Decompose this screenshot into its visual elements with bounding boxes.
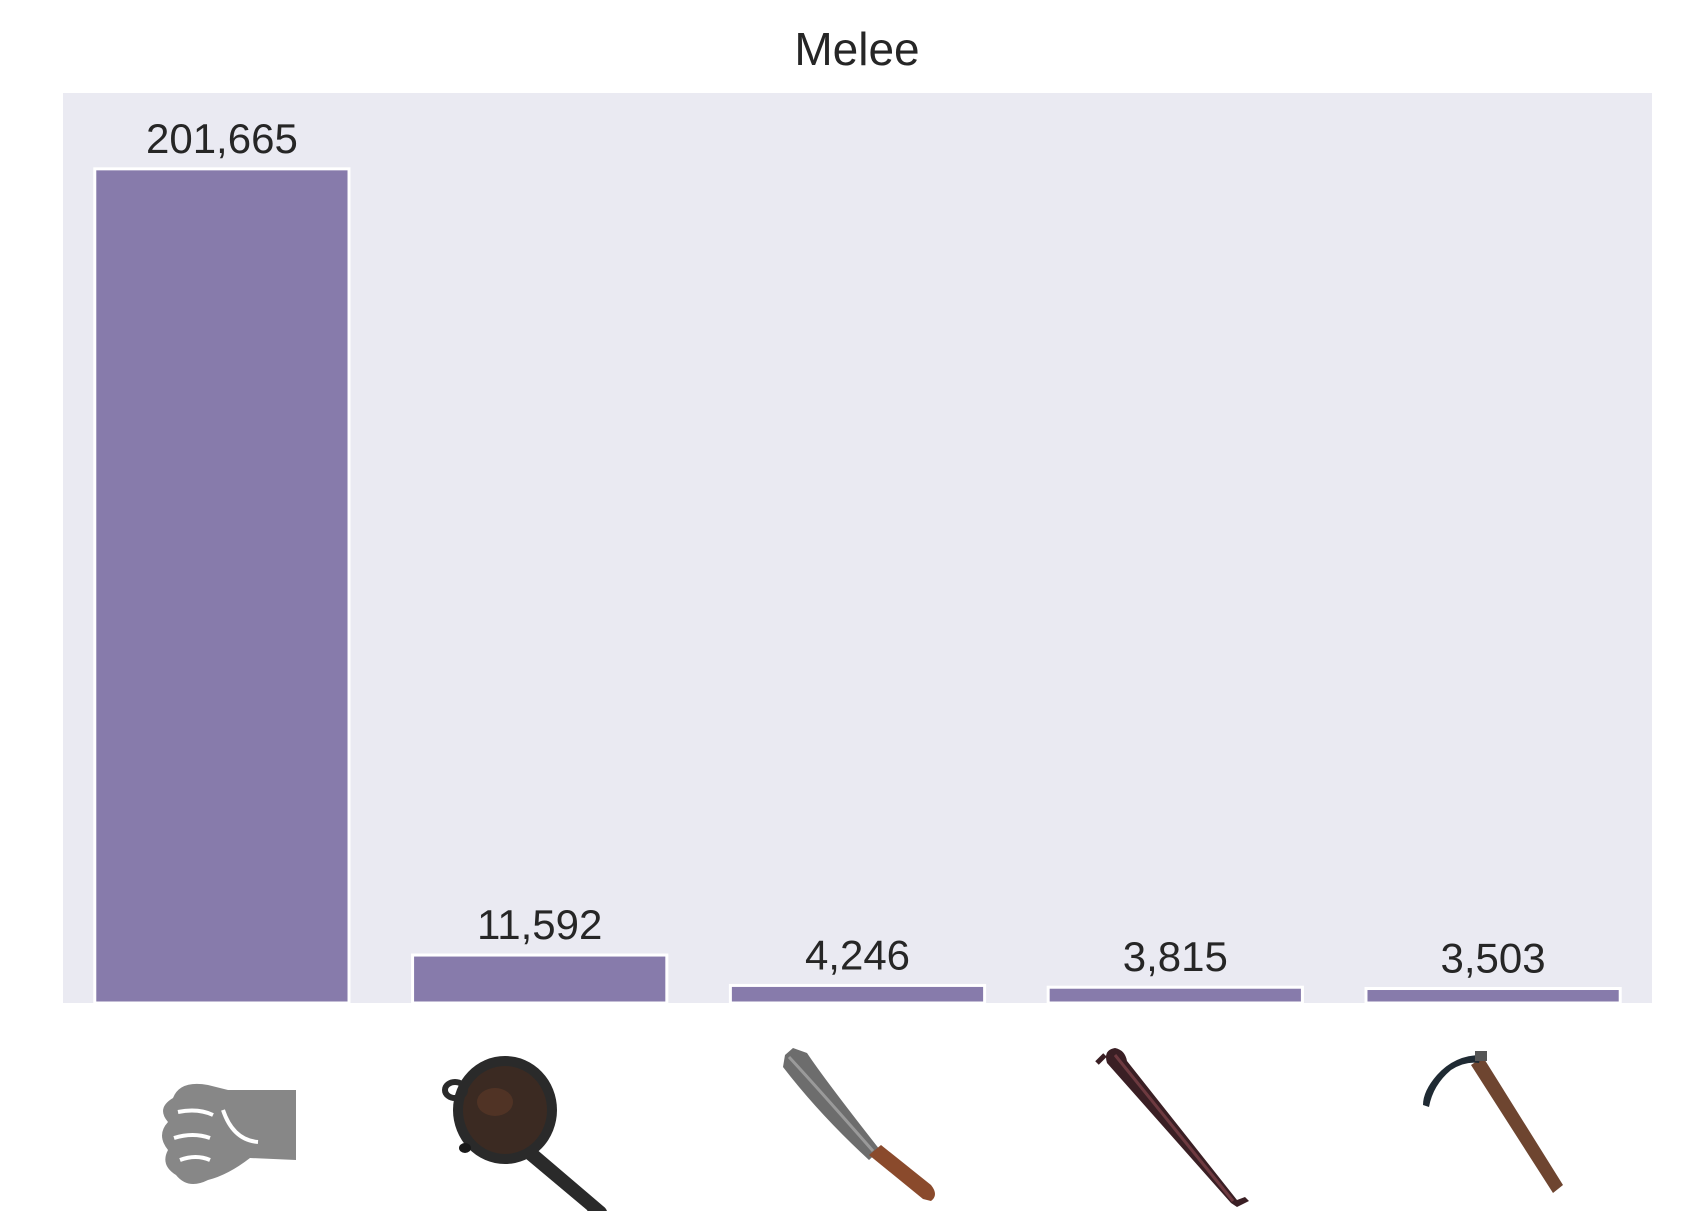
value-label-pan: 11,592 xyxy=(477,901,602,948)
value-label-machete: 4,246 xyxy=(805,931,910,978)
bar-sickle xyxy=(1364,987,1622,1005)
machete-icon xyxy=(783,1048,935,1201)
bar-machete xyxy=(728,983,987,1005)
bar-pan xyxy=(411,953,669,1005)
value-label-crowbar: 3,815 xyxy=(1123,933,1228,980)
fist-icon xyxy=(162,1083,296,1184)
chart-title: Melee xyxy=(794,23,919,75)
value-label-sickle: 3,503 xyxy=(1441,935,1546,982)
x-axis-icons xyxy=(162,1048,1563,1211)
bars-group xyxy=(93,167,1622,1005)
frying-pan-icon xyxy=(442,1056,607,1211)
data-labels-group: 201,665 11,592 4,246 3,815 3,503 xyxy=(146,115,1546,982)
bar-crowbar xyxy=(1046,985,1304,1005)
bar-punch xyxy=(93,167,351,1005)
crowbar-icon xyxy=(1095,1048,1249,1207)
value-label-punch: 201,665 xyxy=(146,115,298,162)
sickle-icon xyxy=(1423,1051,1563,1193)
